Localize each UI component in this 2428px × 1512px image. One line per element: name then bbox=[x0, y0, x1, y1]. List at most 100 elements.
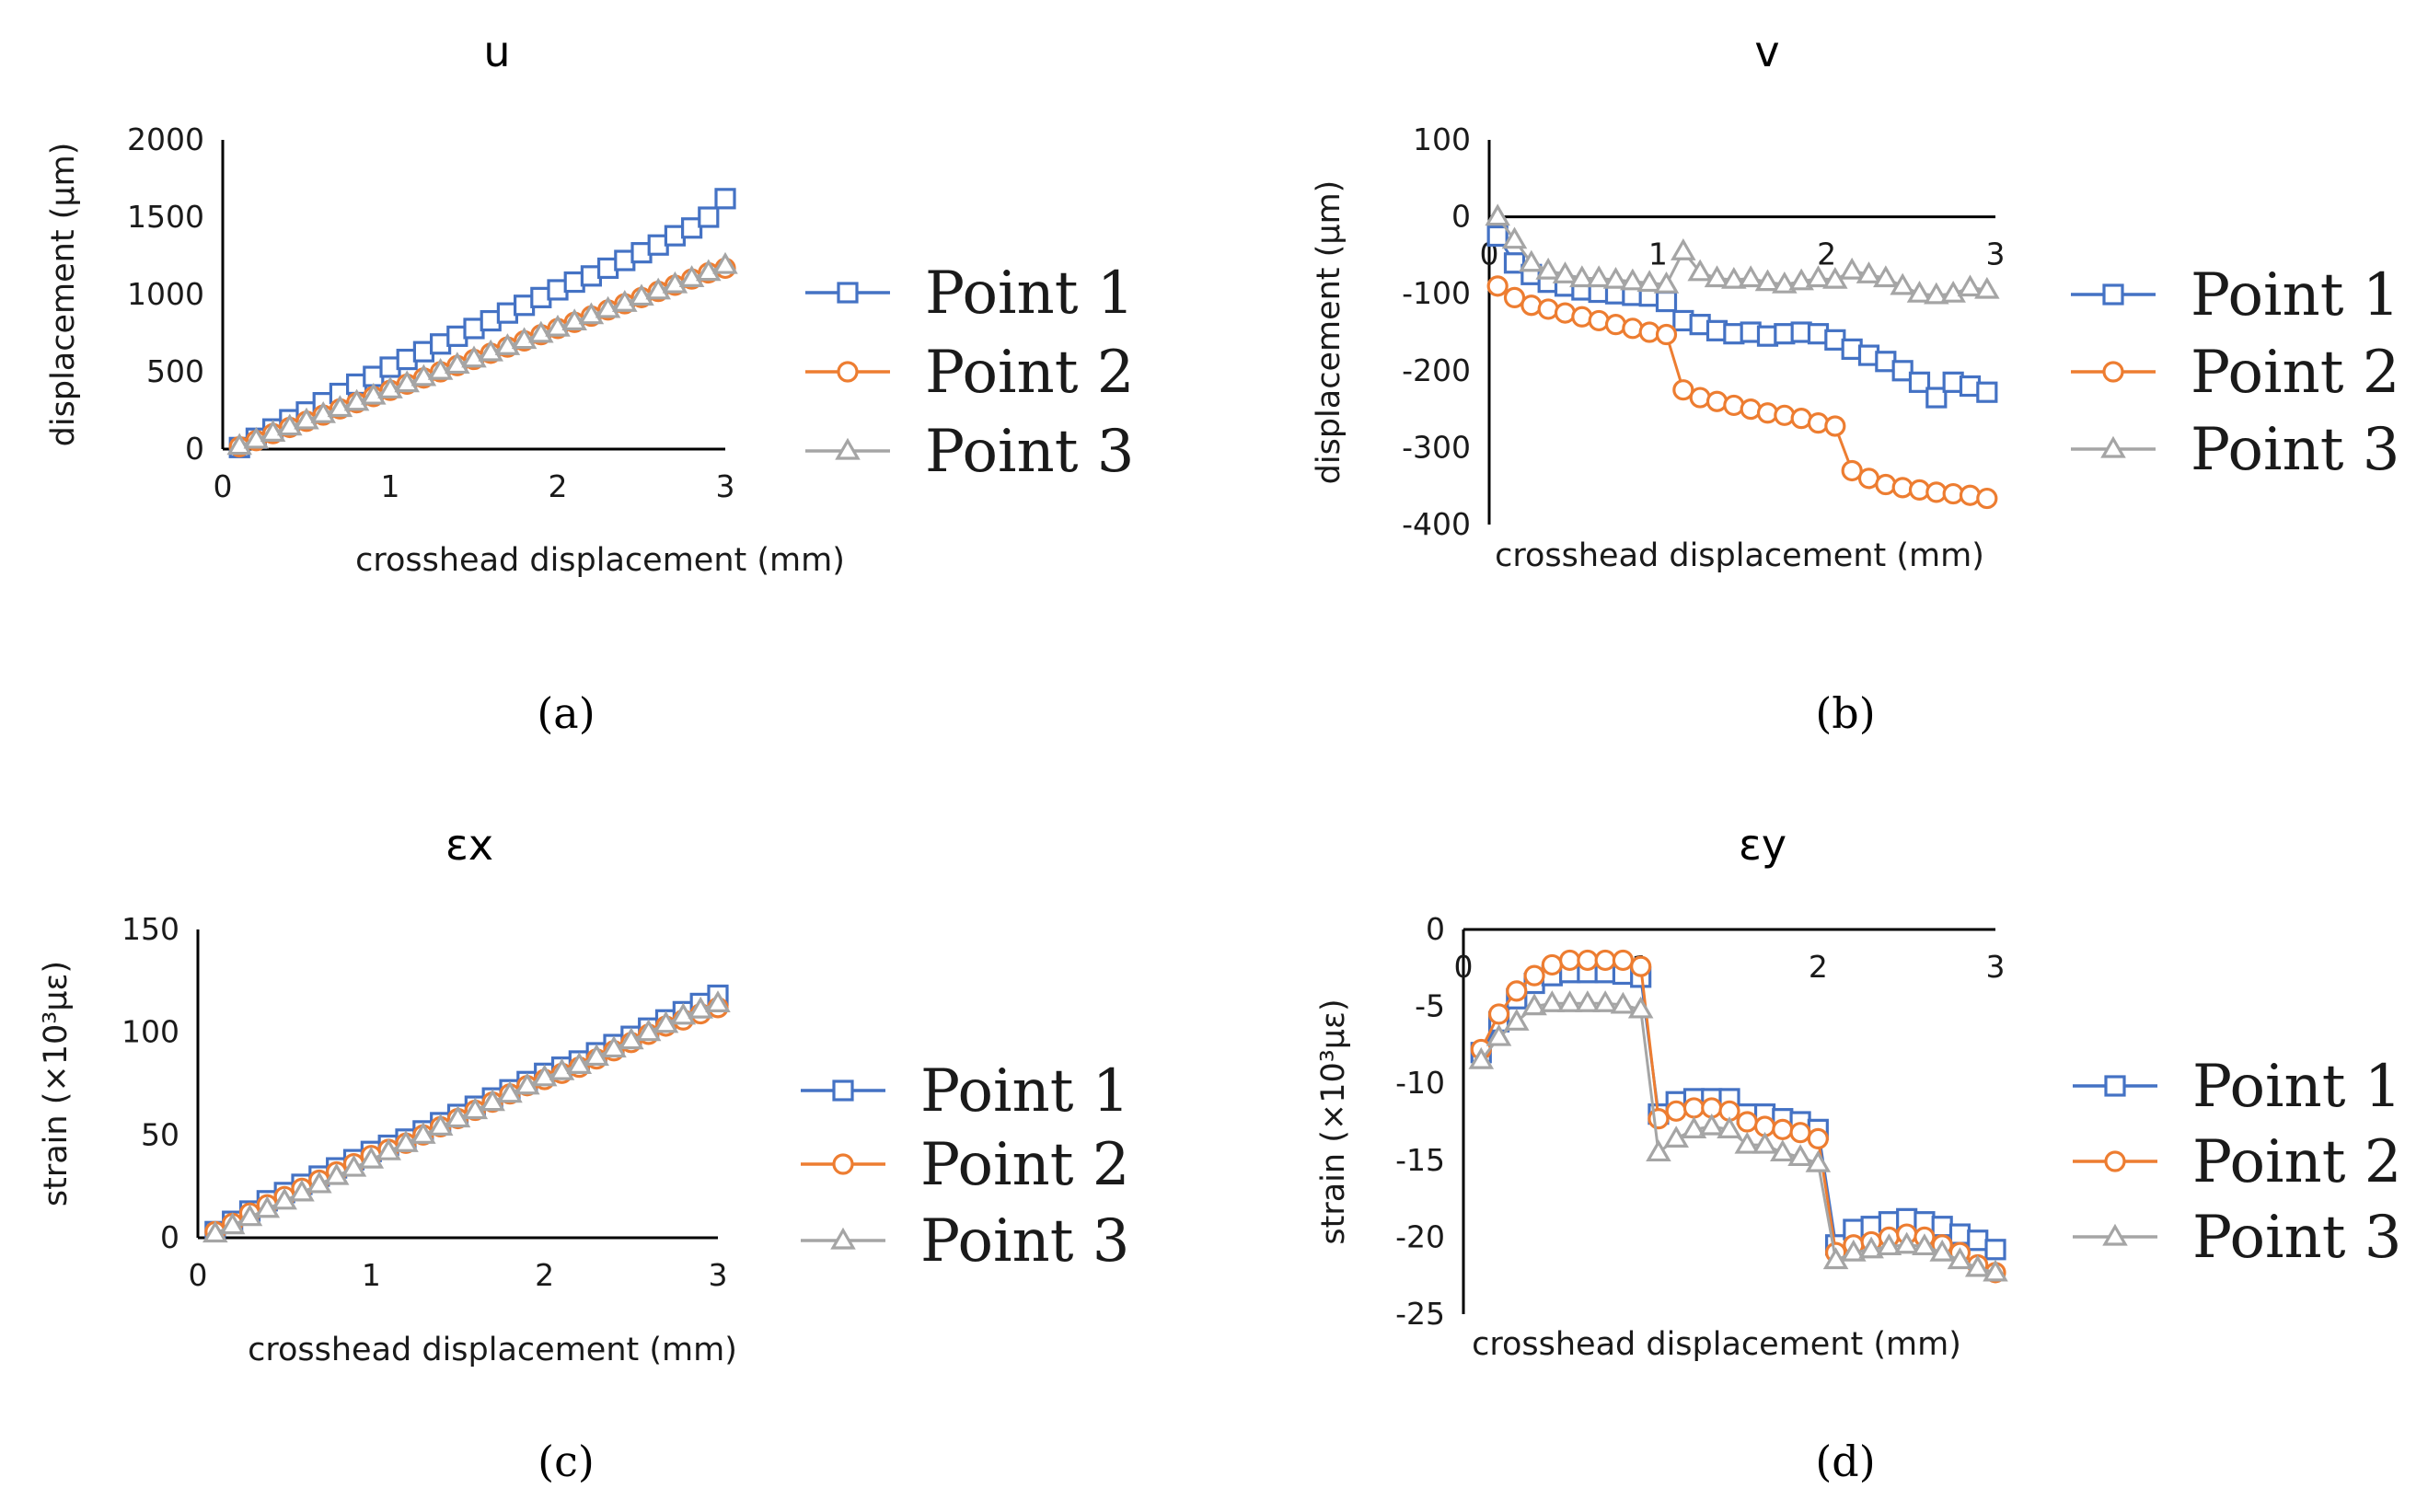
legend-label: Point 3 bbox=[920, 1207, 1129, 1275]
legend-marker bbox=[2102, 283, 2124, 306]
data-point bbox=[601, 1035, 627, 1058]
data-point bbox=[1929, 1239, 1955, 1262]
legend-entry: Point 2 bbox=[801, 1131, 1129, 1199]
data-point bbox=[1592, 990, 1618, 1012]
data-point bbox=[1503, 286, 1526, 308]
data-point bbox=[1586, 265, 1612, 288]
data-point bbox=[1552, 261, 1578, 283]
x-axis-label: crosshead displacement (mm) bbox=[1472, 1326, 1961, 1363]
data-point bbox=[306, 1171, 332, 1194]
data-point bbox=[310, 401, 336, 423]
data-point bbox=[1671, 238, 1696, 260]
data-point bbox=[714, 188, 736, 210]
y-tick-label: 500 bbox=[146, 353, 204, 389]
data-point bbox=[1646, 1139, 1671, 1162]
data-point bbox=[219, 1212, 246, 1235]
data-point bbox=[1984, 1239, 2006, 1261]
data-point bbox=[1610, 991, 1636, 1014]
data-point bbox=[1974, 276, 2000, 299]
data-point bbox=[1506, 980, 1528, 1002]
y-tick-label: -200 bbox=[1402, 352, 1471, 388]
y-axis-label: displacement (μm) bbox=[45, 143, 82, 447]
data-point bbox=[1964, 1254, 1991, 1277]
data-point bbox=[549, 1057, 575, 1080]
data-point bbox=[1740, 398, 1762, 421]
data-point bbox=[1908, 479, 1931, 501]
data-point bbox=[1754, 269, 1781, 292]
data-point bbox=[1805, 1149, 1832, 1172]
legend-marker bbox=[835, 437, 861, 460]
data-point bbox=[1689, 387, 1711, 409]
panel-caption: (b) bbox=[1815, 688, 1875, 738]
legend-marker bbox=[2102, 1223, 2128, 1246]
data-point bbox=[561, 308, 587, 330]
data-point bbox=[1698, 1113, 1725, 1136]
data-point bbox=[1774, 404, 1796, 426]
data-point bbox=[1503, 252, 1526, 274]
data-point bbox=[1856, 261, 1882, 283]
data-point bbox=[361, 382, 387, 405]
x-tick-label: 0 bbox=[214, 468, 233, 504]
data-point bbox=[1687, 259, 1713, 282]
legend-label: Point 3 bbox=[2192, 1204, 2401, 1272]
legend-marker bbox=[2100, 435, 2126, 458]
chart-title: u bbox=[483, 27, 510, 76]
legend-label: Point 1 bbox=[925, 260, 1134, 328]
legend-marker bbox=[837, 282, 859, 304]
data-point bbox=[1577, 949, 1599, 972]
data-point bbox=[1655, 323, 1678, 346]
data-point bbox=[1622, 317, 1644, 340]
data-point bbox=[272, 1187, 297, 1210]
data-point bbox=[1948, 1223, 1971, 1245]
y-tick-label: -10 bbox=[1395, 1065, 1445, 1101]
data-point bbox=[497, 1080, 523, 1103]
data-point bbox=[698, 206, 720, 228]
data-point bbox=[1976, 381, 1998, 403]
data-point bbox=[341, 1154, 367, 1177]
data-point bbox=[1756, 402, 1779, 424]
data-point bbox=[294, 407, 319, 430]
data-point bbox=[1807, 412, 1830, 434]
x-tick-label: 3 bbox=[716, 468, 735, 504]
legend-entry: Point 2 bbox=[805, 339, 1134, 407]
data-point bbox=[595, 295, 621, 318]
data-point bbox=[1663, 1125, 1689, 1148]
data-point bbox=[629, 283, 654, 306]
data-point bbox=[1504, 1009, 1530, 1031]
data-point bbox=[1738, 265, 1763, 288]
data-point bbox=[1983, 1259, 2008, 1282]
x-tick-label: 2 bbox=[535, 1257, 554, 1293]
series-3 bbox=[202, 990, 731, 1243]
data-point bbox=[358, 1146, 385, 1169]
data-point bbox=[1523, 964, 1545, 987]
legend-entry: Point 3 bbox=[805, 418, 1134, 486]
data-point bbox=[1520, 294, 1543, 317]
data-point bbox=[1967, 1229, 1989, 1252]
legend-marker bbox=[2104, 1075, 2126, 1097]
data-point bbox=[619, 1027, 644, 1050]
y-tick-label: 50 bbox=[141, 1116, 179, 1152]
data-point bbox=[566, 1052, 593, 1075]
data-point bbox=[1957, 274, 1983, 297]
data-point bbox=[289, 1179, 315, 1202]
legend-entry: Point 3 bbox=[2071, 416, 2399, 484]
y-tick-label: 2000 bbox=[127, 121, 204, 157]
data-point bbox=[1717, 1116, 1742, 1138]
data-point bbox=[323, 1162, 350, 1185]
y-axis-label: strain (×10³με) bbox=[1315, 998, 1352, 1244]
x-tick-label: 2 bbox=[1817, 237, 1836, 272]
data-point bbox=[1655, 290, 1678, 313]
data-point bbox=[1807, 1127, 1829, 1149]
x-tick-label: 3 bbox=[709, 1257, 728, 1293]
data-point bbox=[427, 357, 454, 380]
data-point bbox=[202, 1220, 228, 1243]
data-point bbox=[480, 1089, 505, 1112]
y-tick-label: 1500 bbox=[127, 199, 204, 235]
chart-a: u 0 500 1000 1500 2000 0 1 2 3 crosshead displacem… bbox=[45, 27, 1134, 738]
data-point bbox=[1653, 271, 1680, 294]
data-point bbox=[1612, 949, 1635, 972]
data-point bbox=[1789, 1122, 1811, 1144]
data-point bbox=[1891, 477, 1913, 499]
y-tick-label: -300 bbox=[1402, 429, 1471, 465]
data-point bbox=[584, 1044, 609, 1067]
